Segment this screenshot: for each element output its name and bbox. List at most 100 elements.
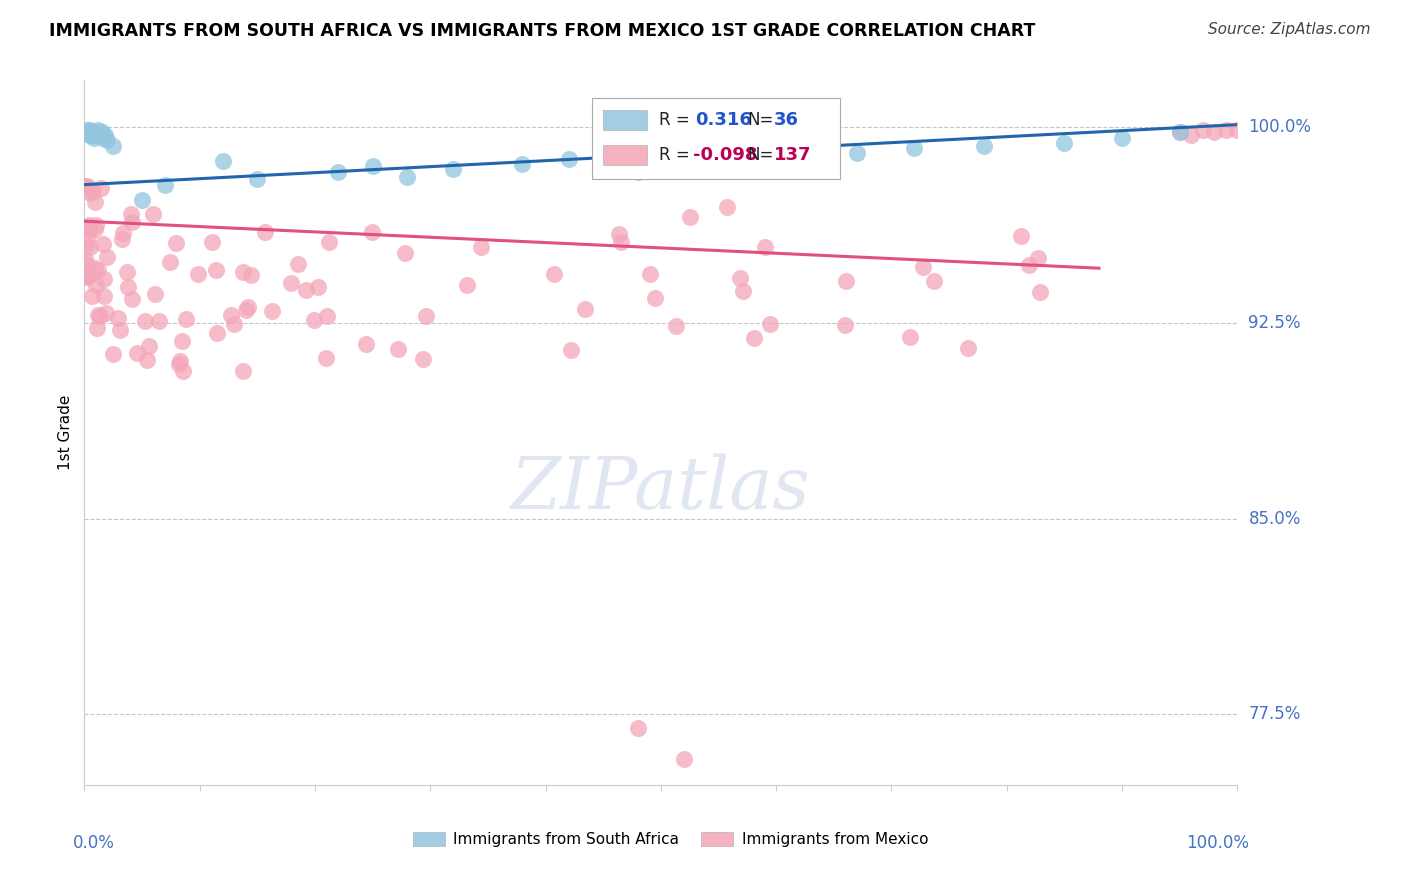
Point xyxy=(169,354,191,368)
Point xyxy=(387,342,409,356)
Point xyxy=(125,346,148,360)
Point xyxy=(83,128,105,142)
Point xyxy=(354,336,377,351)
Point xyxy=(759,317,782,331)
Point xyxy=(1018,258,1040,272)
Y-axis label: 1st Grade: 1st Grade xyxy=(58,395,73,470)
Point xyxy=(143,287,166,301)
Text: 92.5%: 92.5% xyxy=(1249,314,1301,332)
Point xyxy=(246,172,269,186)
Point xyxy=(131,194,153,208)
Point xyxy=(90,126,112,140)
Text: 77.5%: 77.5% xyxy=(1249,706,1301,723)
Point xyxy=(457,278,479,293)
Point xyxy=(120,207,142,221)
Point xyxy=(304,312,326,326)
Point xyxy=(134,314,156,328)
Point xyxy=(87,123,110,137)
Point xyxy=(239,268,262,282)
Point xyxy=(315,351,337,366)
Point xyxy=(742,149,765,163)
Point xyxy=(295,284,318,298)
Text: R =: R = xyxy=(658,146,689,164)
Point xyxy=(1215,123,1237,137)
Point xyxy=(75,257,97,271)
Text: -0.098: -0.098 xyxy=(693,146,758,164)
Text: IMMIGRANTS FROM SOUTH AFRICA VS IMMIGRANTS FROM MEXICO 1ST GRADE CORRELATION CHA: IMMIGRANTS FROM SOUTH AFRICA VS IMMIGRAN… xyxy=(49,22,1036,40)
Point xyxy=(672,752,695,766)
Text: N=: N= xyxy=(748,111,773,128)
Point xyxy=(1026,251,1049,265)
Point xyxy=(153,178,176,192)
Point xyxy=(84,277,107,292)
Point xyxy=(232,265,254,279)
Point xyxy=(316,309,339,323)
Point xyxy=(557,152,579,166)
FancyBboxPatch shape xyxy=(413,832,446,847)
Point xyxy=(87,308,110,322)
Point xyxy=(731,284,754,298)
Text: Immigrants from South Africa: Immigrants from South Africa xyxy=(453,831,679,847)
Point xyxy=(79,240,101,254)
Point xyxy=(415,309,437,323)
Point xyxy=(665,319,688,334)
Point xyxy=(728,271,751,285)
Point xyxy=(170,334,193,349)
Point xyxy=(898,329,921,343)
Point xyxy=(470,240,492,254)
Point xyxy=(174,312,197,326)
Point xyxy=(93,289,115,303)
Point xyxy=(76,123,98,137)
Point xyxy=(90,180,112,194)
Point xyxy=(412,352,434,367)
Point xyxy=(787,144,810,158)
Point xyxy=(679,210,702,224)
Point xyxy=(361,225,384,239)
Text: 100.0%: 100.0% xyxy=(1249,119,1312,136)
Point xyxy=(77,221,100,235)
Point xyxy=(361,160,384,174)
Point xyxy=(1010,228,1032,243)
Point xyxy=(76,270,98,285)
Point xyxy=(1226,123,1249,137)
Text: N=: N= xyxy=(748,146,773,164)
Point xyxy=(543,268,565,282)
Point xyxy=(644,292,666,306)
Point xyxy=(77,128,100,142)
Point xyxy=(911,260,934,275)
Point xyxy=(75,238,97,252)
Point xyxy=(83,194,105,209)
Point xyxy=(76,268,98,282)
Point xyxy=(396,169,419,184)
Point xyxy=(89,128,111,142)
FancyBboxPatch shape xyxy=(702,832,734,847)
Point xyxy=(96,133,118,147)
Point xyxy=(607,227,630,242)
Point xyxy=(201,235,224,250)
Point xyxy=(610,235,633,249)
Point xyxy=(136,353,159,368)
Point xyxy=(973,138,995,153)
Point xyxy=(627,721,650,735)
Point xyxy=(84,218,107,232)
Text: 85.0%: 85.0% xyxy=(1249,509,1301,528)
Point xyxy=(76,178,98,193)
Point xyxy=(716,201,738,215)
Point xyxy=(1204,126,1226,140)
FancyBboxPatch shape xyxy=(603,110,647,129)
Point xyxy=(441,161,464,176)
Point xyxy=(111,226,134,240)
Point xyxy=(93,271,115,285)
Point xyxy=(187,268,209,282)
Point xyxy=(211,154,233,169)
Point xyxy=(91,130,114,145)
Point xyxy=(77,220,100,235)
Point xyxy=(80,182,103,196)
FancyBboxPatch shape xyxy=(603,145,647,165)
Point xyxy=(172,364,194,378)
Text: ZIPatlas: ZIPatlas xyxy=(510,454,811,524)
Text: 0.316: 0.316 xyxy=(696,111,752,128)
Point xyxy=(121,215,143,229)
Point xyxy=(394,245,416,260)
Point xyxy=(754,240,776,254)
